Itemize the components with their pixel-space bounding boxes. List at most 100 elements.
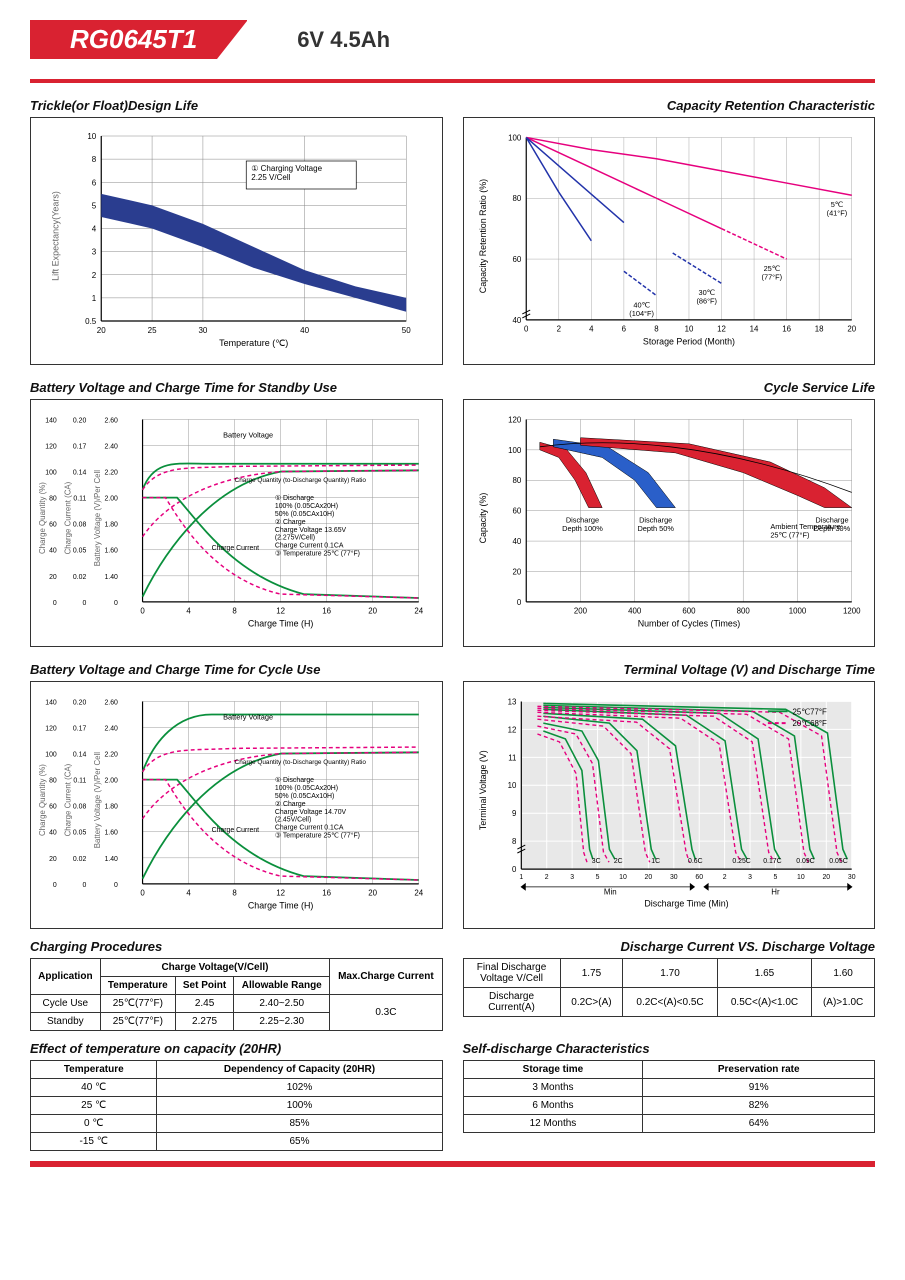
svg-text:Charge Current (CA): Charge Current (CA) [64,481,73,554]
header: RG0645T1 6V 4.5Ah [30,20,875,59]
svg-text:1.80: 1.80 [104,522,118,529]
discharge-table: Final Discharge Voltage V/Cell 1.75 1.70… [463,958,876,1017]
svg-text:0.6C: 0.6C [688,858,703,865]
svg-text:120: 120 [45,725,57,732]
cycleuse-title: Battery Voltage and Charge Time for Cycl… [30,662,443,677]
svg-text:2: 2 [556,325,560,334]
svg-text:0: 0 [53,600,57,607]
svg-text:100: 100 [508,446,522,455]
svg-text:20: 20 [97,326,106,335]
svg-text:50% (0.05CAx10H): 50% (0.05CAx10H) [275,793,334,800]
svg-text:8: 8 [232,889,237,898]
standby-title: Battery Voltage and Charge Time for Stan… [30,380,443,395]
svg-text:10: 10 [619,874,627,881]
svg-text:10: 10 [507,781,516,790]
cycleuse-chart: 02040608010012014000.020.050.080.110.140… [30,681,443,929]
svg-text:20℃68°F: 20℃68°F [792,719,827,728]
retention-chart: 024681012141618204060801005℃(41°F)25℃(77… [463,117,876,365]
svg-text:1.40: 1.40 [104,856,118,863]
svg-text:18: 18 [814,325,823,334]
svg-text:5: 5 [92,201,97,210]
svg-text:6: 6 [621,325,626,334]
svg-text:10: 10 [797,874,805,881]
terminal-chart: 089101112131235102030602351020303C2C1C0.… [463,681,876,929]
svg-text:2C: 2C [613,858,622,865]
svg-text:40: 40 [49,548,57,555]
svg-text:8: 8 [511,837,516,846]
svg-text:1.80: 1.80 [104,804,118,811]
table-row: -15 ℃65% [31,1133,443,1151]
svg-text:80: 80 [512,476,521,485]
svg-text:Charge Voltage 13.65V: Charge Voltage 13.65V [275,527,347,534]
svg-text:(2.45V/Cell): (2.45V/Cell) [275,817,311,824]
svg-text:Battery Voltage (V)/Per Cell: Battery Voltage (V)/Per Cell [93,470,102,567]
svg-text:Battery Voltage: Battery Voltage [223,713,273,722]
tempcap-title: Effect of temperature on capacity (20HR) [30,1041,443,1056]
tempcap-table: Temperature Dependency of Capacity (20HR… [30,1060,443,1151]
selfdischarge-title: Self-discharge Characteristics [463,1041,876,1056]
svg-text:60: 60 [695,874,703,881]
svg-text:0.20: 0.20 [73,417,87,424]
svg-text:2.60: 2.60 [104,699,118,706]
svg-text:20: 20 [644,874,652,881]
discharge-table-section: Discharge Current VS. Discharge Voltage … [463,939,876,1031]
svg-text:12: 12 [507,725,516,734]
svg-text:Depth 100%: Depth 100% [562,524,603,533]
trickle-title: Trickle(or Float)Design Life [30,98,443,113]
svg-text:Charge Voltage 14.70V: Charge Voltage 14.70V [275,809,347,816]
svg-text:Capacity Retention Ratio (%): Capacity Retention Ratio (%) [477,179,487,293]
svg-text:Charge Quantity (to-Discharge: Charge Quantity (to-Discharge Quantity) … [235,759,367,766]
th-maxcurrent: Max.Charge Current [330,959,442,995]
table-row: 0 ℃85% [31,1115,443,1133]
trickle-section: Trickle(or Float)Design Life 0.512345681… [30,98,443,365]
svg-text:3C: 3C [591,858,600,865]
svg-text:Terminal Voltage (V): Terminal Voltage (V) [477,750,487,830]
svg-text:100: 100 [45,470,57,477]
svg-text:Charge Time (H): Charge Time (H) [248,619,314,629]
svg-text:50: 50 [402,326,411,335]
svg-text:0: 0 [140,607,145,616]
svg-text:0.08: 0.08 [73,804,87,811]
svg-text:120: 120 [45,443,57,450]
svg-text:80: 80 [49,496,57,503]
charging-table: Application Charge Voltage(V/Cell) Max.C… [30,958,443,1031]
svg-text:0.25C: 0.25C [732,858,750,865]
svg-text:1.60: 1.60 [104,548,118,555]
svg-text:30: 30 [669,874,677,881]
svg-text:0: 0 [511,865,516,874]
svg-text:100% (0.05CAx20H): 100% (0.05CAx20H) [275,503,338,510]
svg-text:200: 200 [573,607,587,616]
svg-text:60: 60 [49,522,57,529]
svg-text:9: 9 [511,809,515,818]
svg-text:8: 8 [654,325,659,334]
svg-text:Depth 50%: Depth 50% [637,524,674,533]
retention-title: Capacity Retention Characteristic [463,98,876,113]
svg-text:20: 20 [368,889,377,898]
svg-text:12: 12 [276,607,285,616]
svg-text:1000: 1000 [788,607,806,616]
svg-text:1.60: 1.60 [104,830,118,837]
svg-text:60: 60 [49,804,57,811]
svg-text:6: 6 [92,178,97,187]
svg-text:2.00: 2.00 [104,778,118,785]
svg-text:Storage Period (Month): Storage Period (Month) [642,337,734,347]
th-application: Application [31,959,101,995]
standby-chart: 02040608010012014000.020.050.080.110.140… [30,399,443,647]
header-underline [30,79,875,83]
svg-text:25℃ (77°F): 25℃ (77°F) [770,530,809,539]
terminal-section: Terminal Voltage (V) and Discharge Time … [463,662,876,929]
svg-text:80: 80 [49,778,57,785]
svg-text:10: 10 [684,325,693,334]
svg-text:800: 800 [736,607,750,616]
svg-text:Min: Min [603,888,616,897]
table-row: 12 Months64% [463,1115,875,1133]
svg-text:② Charge: ② Charge [275,800,306,808]
svg-text:(86°F): (86°F) [696,297,717,306]
table-row: 40 ℃102% [31,1079,443,1097]
svg-text:30: 30 [198,326,207,335]
svg-text:0.05: 0.05 [73,548,87,555]
svg-text:16: 16 [322,889,331,898]
svg-text:1: 1 [519,874,523,881]
svg-text:140: 140 [45,699,57,706]
tables-row-1: Charging Procedures Application Charge V… [30,939,875,1031]
